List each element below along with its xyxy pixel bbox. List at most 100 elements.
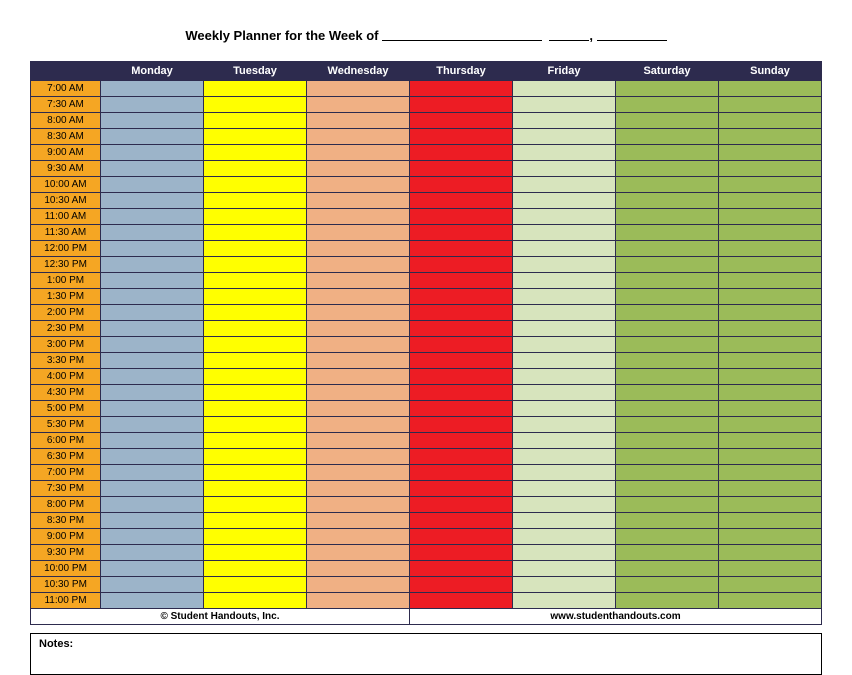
table-row: 7:00 AM <box>31 81 822 97</box>
tuesday-cell <box>204 113 307 129</box>
tuesday-cell <box>204 497 307 513</box>
time-cell: 2:30 PM <box>31 321 101 337</box>
table-row: 10:00 PM <box>31 561 822 577</box>
tuesday-cell <box>204 401 307 417</box>
table-row: 8:30 PM <box>31 513 822 529</box>
monday-cell <box>101 289 204 305</box>
table-row: 7:30 AM <box>31 97 822 113</box>
sunday-cell <box>719 225 822 241</box>
tuesday-cell <box>204 193 307 209</box>
monday-cell <box>101 577 204 593</box>
time-cell: 8:30 PM <box>31 513 101 529</box>
saturday-cell <box>616 129 719 145</box>
friday-cell <box>513 465 616 481</box>
wednesday-cell <box>307 145 410 161</box>
time-cell: 12:00 PM <box>31 241 101 257</box>
friday-cell <box>513 385 616 401</box>
friday-cell <box>513 321 616 337</box>
sunday-cell <box>719 369 822 385</box>
wednesday-cell <box>307 257 410 273</box>
table-row: 10:30 AM <box>31 193 822 209</box>
friday-cell <box>513 353 616 369</box>
sunday-cell <box>719 513 822 529</box>
friday-cell <box>513 193 616 209</box>
time-cell: 1:00 PM <box>31 273 101 289</box>
tuesday-cell <box>204 353 307 369</box>
friday-cell <box>513 577 616 593</box>
blank-year <box>597 40 667 41</box>
thursday-cell <box>410 273 513 289</box>
saturday-cell <box>616 481 719 497</box>
monday-cell <box>101 497 204 513</box>
page-title: Weekly Planner for the Week of , <box>30 28 822 43</box>
monday-cell <box>101 561 204 577</box>
time-cell: 3:00 PM <box>31 337 101 353</box>
saturday-cell <box>616 209 719 225</box>
friday-cell <box>513 497 616 513</box>
sunday-cell <box>719 417 822 433</box>
thursday-cell <box>410 529 513 545</box>
thursday-cell <box>410 401 513 417</box>
sunday-cell <box>719 241 822 257</box>
tuesday-cell <box>204 321 307 337</box>
tuesday-cell <box>204 161 307 177</box>
wednesday-cell <box>307 353 410 369</box>
saturday-cell <box>616 177 719 193</box>
tuesday-cell <box>204 433 307 449</box>
saturday-cell <box>616 529 719 545</box>
time-cell: 5:30 PM <box>31 417 101 433</box>
monday-cell <box>101 465 204 481</box>
monday-cell <box>101 129 204 145</box>
time-cell: 10:00 PM <box>31 561 101 577</box>
time-cell: 11:00 PM <box>31 593 101 609</box>
saturday-cell <box>616 257 719 273</box>
friday-cell <box>513 225 616 241</box>
saturday-cell <box>616 321 719 337</box>
tuesday-cell <box>204 417 307 433</box>
time-cell: 10:00 AM <box>31 177 101 193</box>
wednesday-cell <box>307 337 410 353</box>
sunday-cell <box>719 177 822 193</box>
sunday-cell <box>719 529 822 545</box>
wednesday-cell <box>307 161 410 177</box>
monday-cell <box>101 225 204 241</box>
friday-cell <box>513 129 616 145</box>
monday-cell <box>101 273 204 289</box>
table-row: 9:00 AM <box>31 145 822 161</box>
monday-cell <box>101 417 204 433</box>
monday-cell <box>101 177 204 193</box>
blank-day <box>549 40 589 41</box>
saturday-cell <box>616 241 719 257</box>
wednesday-cell <box>307 417 410 433</box>
time-cell: 7:30 AM <box>31 97 101 113</box>
friday-cell <box>513 417 616 433</box>
thursday-cell <box>410 257 513 273</box>
saturday-cell <box>616 513 719 529</box>
friday-cell <box>513 513 616 529</box>
tuesday-cell <box>204 369 307 385</box>
time-cell: 6:00 PM <box>31 433 101 449</box>
wednesday-cell <box>307 177 410 193</box>
time-cell: 9:00 PM <box>31 529 101 545</box>
monday-cell <box>101 193 204 209</box>
table-row: 6:30 PM <box>31 449 822 465</box>
tuesday-cell <box>204 513 307 529</box>
wednesday-cell <box>307 209 410 225</box>
thursday-cell <box>410 161 513 177</box>
wednesday-cell <box>307 289 410 305</box>
table-row: 9:30 PM <box>31 545 822 561</box>
planner-body: 7:00 AM7:30 AM8:00 AM8:30 AM9:00 AM9:30 … <box>31 81 822 609</box>
thursday-cell <box>410 545 513 561</box>
table-row: 2:00 PM <box>31 305 822 321</box>
thursday-cell <box>410 593 513 609</box>
monday-cell <box>101 81 204 97</box>
wednesday-cell <box>307 449 410 465</box>
friday-cell <box>513 401 616 417</box>
thursday-cell <box>410 129 513 145</box>
wednesday-cell <box>307 369 410 385</box>
friday-cell <box>513 433 616 449</box>
saturday-cell <box>616 401 719 417</box>
time-cell: 9:00 AM <box>31 145 101 161</box>
monday-cell <box>101 161 204 177</box>
time-cell: 7:00 AM <box>31 81 101 97</box>
